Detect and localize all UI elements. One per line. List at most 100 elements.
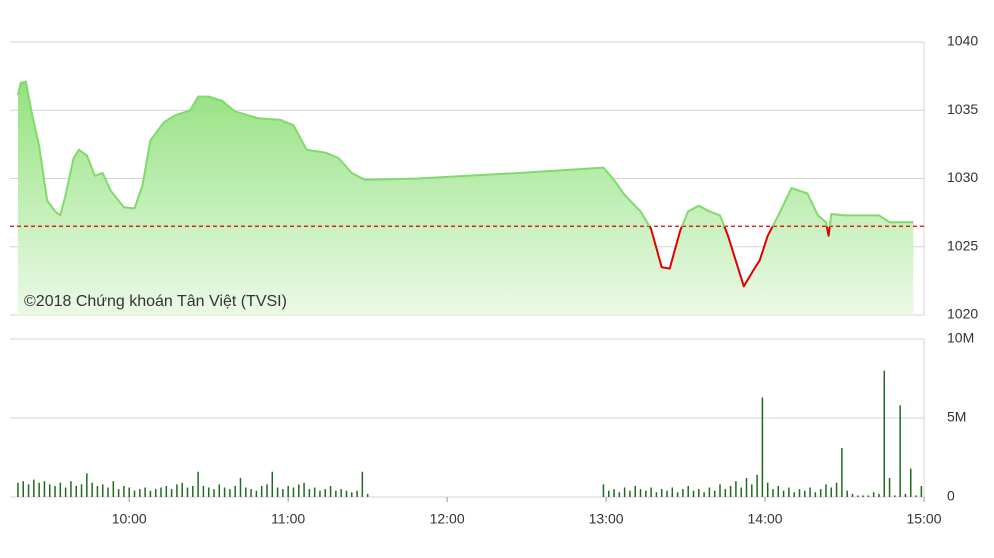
volume-bar — [751, 484, 753, 497]
volume-bar — [96, 485, 99, 497]
volume-bar — [266, 484, 268, 497]
volume-bar — [22, 481, 24, 497]
volume-bar — [64, 487, 67, 497]
volume-bar — [366, 493, 369, 497]
volume-bar — [170, 489, 173, 497]
volume-bar — [101, 484, 104, 497]
volume-bar — [618, 492, 621, 497]
volume-bar — [772, 489, 774, 497]
volume-bar — [218, 484, 221, 497]
volume-bar — [117, 489, 120, 497]
volume-bar — [623, 487, 626, 497]
y-tick-label: 5M — [947, 409, 966, 425]
volume-bar — [883, 370, 886, 497]
volume-bar — [719, 484, 721, 497]
x-tick-label: 11:00 — [271, 511, 305, 527]
price-area — [17, 81, 914, 315]
volume-bar — [287, 485, 289, 497]
volume-bar — [239, 478, 242, 497]
volume-bar — [867, 495, 870, 497]
volume-bar — [613, 489, 615, 497]
x-tick-label: 10:00 — [112, 511, 147, 527]
volume-bar — [777, 485, 780, 497]
volume-bar — [804, 490, 806, 497]
volume-bar — [255, 490, 258, 497]
volume-bar — [271, 471, 274, 497]
volume-bar — [872, 492, 875, 497]
volume-bar — [645, 490, 647, 497]
volume-bar — [729, 485, 732, 497]
volume-bar — [340, 489, 342, 497]
volume-bar — [676, 492, 679, 497]
y-tick-label: 1030 — [947, 169, 978, 185]
volume-bar — [91, 482, 93, 497]
watermark: ©2018 Chứng khoán Tân Việt (TVSI) — [24, 293, 287, 310]
volume-bar — [139, 489, 141, 497]
x-tick-label: 13:00 — [589, 511, 624, 527]
volume-bar — [160, 487, 162, 497]
volume-bar — [17, 482, 19, 497]
volume-bar — [671, 487, 674, 497]
volume-bar — [80, 484, 83, 497]
volume-bar — [154, 489, 157, 497]
y-tick-label: 0 — [947, 488, 955, 504]
volume-bar — [27, 484, 30, 497]
volume-bar — [112, 481, 115, 497]
volume-bar — [888, 478, 891, 497]
volume-bar — [128, 487, 130, 497]
volume-bar — [809, 487, 811, 497]
volume-bar — [819, 489, 822, 497]
volume-bar — [308, 489, 311, 497]
volume-bar — [634, 485, 636, 497]
volume-bar — [70, 481, 72, 497]
volume-bar — [639, 489, 642, 497]
volume-bar — [213, 489, 215, 497]
volume-bar — [250, 489, 252, 497]
volume-bar — [197, 471, 199, 497]
volume-bar — [761, 397, 764, 497]
volume-bar — [298, 484, 300, 497]
volume-bar — [59, 482, 62, 497]
volume-bar — [86, 473, 88, 497]
volume-bar — [835, 482, 838, 497]
volume-bar — [245, 487, 247, 497]
volume-bar — [602, 484, 605, 497]
y-tick-label: 1020 — [947, 306, 978, 322]
volume-bar — [335, 490, 337, 497]
volume-bar — [361, 471, 364, 497]
volume-bar — [846, 490, 848, 497]
volume-bar — [149, 490, 152, 497]
volume-bar — [176, 484, 178, 497]
x-tick-label: 15:00 — [906, 511, 941, 527]
volume-bar — [745, 478, 748, 497]
volume-bar — [708, 487, 711, 497]
volume-bar — [43, 481, 46, 497]
y-tick-label: 1025 — [947, 237, 978, 253]
volume-bar — [798, 489, 801, 497]
volume-bar — [192, 485, 194, 497]
volume-bar — [54, 485, 56, 497]
volume-bar — [915, 495, 917, 497]
volume-bar — [345, 490, 348, 497]
volume-bar — [202, 485, 205, 497]
volume-bar — [329, 485, 332, 497]
y-tick-label: 1035 — [947, 101, 978, 117]
volume-bar — [351, 492, 353, 497]
volume-bar — [186, 487, 189, 497]
volume-bar — [692, 490, 695, 497]
volume-bar — [703, 492, 705, 497]
volume-bar — [698, 489, 700, 497]
volume-bar — [319, 490, 321, 497]
volume-bar — [234, 485, 236, 497]
volume-bar — [920, 485, 923, 497]
volume-bar — [223, 487, 226, 497]
volume-bar — [851, 493, 854, 497]
volume-bar — [793, 492, 795, 497]
volume-bar — [724, 489, 727, 497]
volume-bar — [276, 487, 279, 497]
volume-bar — [782, 490, 785, 497]
volume-bar — [75, 485, 77, 497]
volume-bar — [33, 479, 35, 497]
volume-bar — [814, 492, 817, 497]
volume-bar — [713, 490, 716, 497]
